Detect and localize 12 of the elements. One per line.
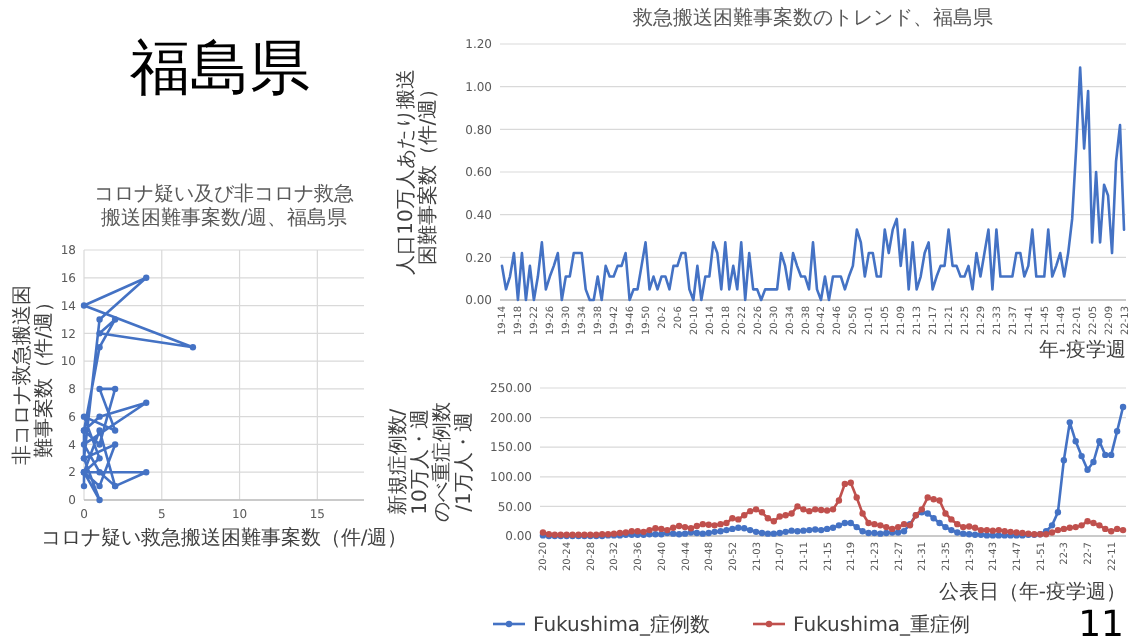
chart-title: コロナ疑い及び非コロナ救急搬送困難事案数/週、福島県 [94,182,354,230]
chart-title: 救急搬送困難事案数のトレンド、福島県 [631,6,993,30]
text: 福島県 [130,34,310,104]
x-axis-title: コロナ疑い救急搬送困難事案数（件/週） [40,526,408,550]
x-axis-title: 年-疫学週 [1038,338,1126,362]
y-axis-title: 新規症例数/10万人・週のべ重症例数/1万人・週 [386,402,476,522]
legend-label: Fukushima_症例数 [533,613,711,637]
x-axis-title: 公表日（年-疫学週） [938,580,1126,604]
y-axis-title: 人口10万人あたり搬送困難事案数（件/週） [394,69,440,275]
y-axis-title: 非コロナ救急搬送困難事案数（件/週） [10,285,56,465]
legend-label: Fukushima_重症例 [793,613,971,637]
text: 11 [1078,604,1124,640]
